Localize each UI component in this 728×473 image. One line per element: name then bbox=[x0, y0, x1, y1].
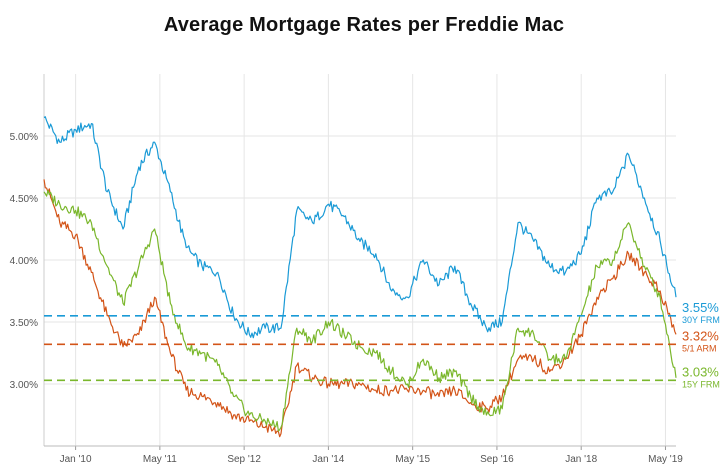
x-tick-label: Jan '18 bbox=[565, 454, 597, 465]
series-layer bbox=[43, 116, 677, 438]
chart-title: Average Mortgage Rates per Freddie Mac bbox=[163, 14, 565, 36]
series-line-30y-frm bbox=[43, 116, 677, 339]
axis-layer: 3.00% 3.50% 4.00% 4.50% 5.00% Jan '10 May '11 S… bbox=[10, 74, 683, 465]
end-value-label: 3.03% bbox=[682, 364, 719, 379]
x-tick-label: May '15 bbox=[395, 454, 430, 465]
reference-lines bbox=[44, 314, 676, 382]
x-tick-label: Jan '10 bbox=[60, 454, 92, 465]
y-tick-label: 3.00% bbox=[10, 380, 38, 391]
x-tick-label: Sep '12 bbox=[227, 454, 261, 465]
y-tick-label: 3.50% bbox=[10, 318, 38, 329]
series-line-15y-frm bbox=[43, 189, 677, 432]
end-value-label: 3.32% bbox=[682, 328, 719, 343]
end-series-label: 30Y FRM bbox=[682, 315, 720, 325]
x-tick-label: Sep '16 bbox=[480, 454, 514, 465]
y-tick-label: 4.00% bbox=[10, 256, 38, 267]
end-labels: 3.55%30Y FRM 3.32%5/1 ARM 3.03%15Y FRM bbox=[682, 300, 720, 389]
grid-layer bbox=[44, 74, 676, 446]
x-tick-label: Jan '14 bbox=[312, 454, 344, 465]
y-tick-label: 5.00% bbox=[10, 132, 38, 143]
end-series-label: 15Y FRM bbox=[682, 379, 720, 389]
end-series-label: 5/1 ARM bbox=[682, 343, 717, 353]
y-tick-label: 4.50% bbox=[10, 194, 38, 205]
x-tick-label: May '11 bbox=[143, 454, 177, 465]
end-value-label: 3.55% bbox=[682, 300, 719, 315]
x-tick-label: May '19 bbox=[648, 454, 683, 465]
